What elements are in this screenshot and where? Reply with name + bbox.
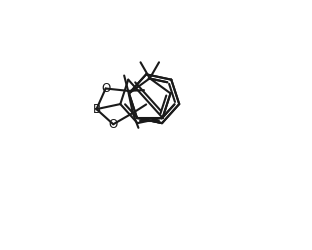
Text: O: O: [101, 82, 110, 95]
Text: B: B: [92, 103, 100, 116]
Text: O: O: [109, 118, 118, 131]
